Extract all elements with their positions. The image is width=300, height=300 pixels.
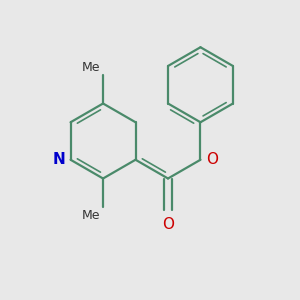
Text: O: O: [206, 152, 218, 167]
Text: Me: Me: [82, 61, 100, 74]
Text: O: O: [162, 217, 174, 232]
Text: N: N: [52, 152, 65, 167]
Text: Me: Me: [82, 209, 100, 222]
